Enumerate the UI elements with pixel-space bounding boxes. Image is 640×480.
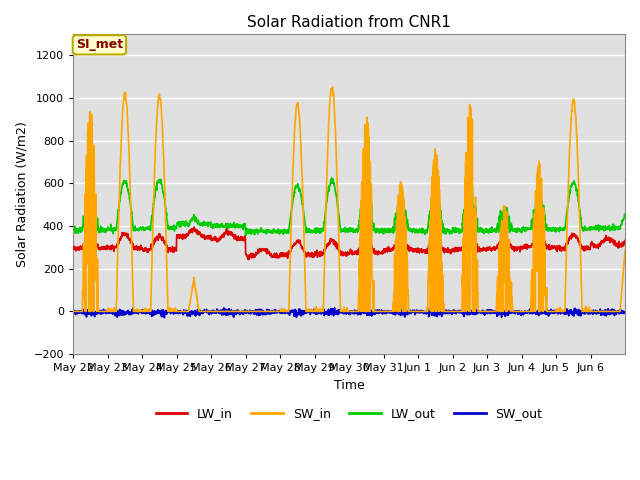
SW_out — [69, 310, 77, 315]
Line: LW_in: LW_in — [73, 227, 625, 260]
SW_out — [516, 309, 524, 314]
SW_in — [547, 309, 554, 314]
LW_in — [244, 257, 252, 263]
LW_out — [614, 226, 621, 232]
LW_in — [124, 233, 132, 239]
SW_out — [331, 305, 339, 311]
LW_in — [190, 224, 198, 230]
SW_in — [328, 84, 336, 90]
LW_out — [69, 227, 77, 233]
SW_out — [244, 308, 252, 314]
LW_in — [614, 241, 621, 247]
LW_out — [516, 228, 524, 234]
SW_in — [614, 309, 621, 314]
SW_out — [161, 315, 168, 321]
SW_in — [383, 309, 390, 314]
LW_out — [621, 213, 629, 219]
Legend: LW_in, SW_in, LW_out, SW_out: LW_in, SW_in, LW_out, SW_out — [150, 402, 548, 425]
LW_in — [244, 255, 252, 261]
X-axis label: Time: Time — [333, 379, 364, 392]
SW_in — [515, 309, 523, 314]
SW_out — [383, 310, 390, 315]
SW_in — [124, 130, 132, 135]
LW_in — [621, 238, 629, 243]
LW_in — [516, 246, 524, 252]
LW_in — [383, 248, 390, 253]
LW_out — [328, 175, 335, 181]
SW_out — [621, 309, 629, 315]
SW_in — [243, 309, 251, 314]
SW_out — [547, 308, 554, 313]
Text: SI_met: SI_met — [76, 38, 123, 51]
LW_out — [244, 230, 252, 236]
Y-axis label: Solar Radiation (W/m2): Solar Radiation (W/m2) — [15, 121, 28, 267]
SW_out — [614, 308, 621, 314]
SW_in — [621, 248, 629, 253]
SW_out — [124, 308, 132, 313]
LW_out — [124, 187, 132, 192]
Line: LW_out: LW_out — [73, 178, 625, 236]
LW_out — [242, 233, 250, 239]
LW_in — [69, 246, 77, 252]
LW_out — [383, 228, 390, 234]
Title: Solar Radiation from CNR1: Solar Radiation from CNR1 — [247, 15, 451, 30]
Line: SW_out: SW_out — [73, 308, 625, 318]
LW_in — [547, 245, 554, 251]
Line: SW_in: SW_in — [73, 87, 625, 312]
LW_out — [547, 228, 554, 233]
SW_in — [69, 309, 77, 314]
